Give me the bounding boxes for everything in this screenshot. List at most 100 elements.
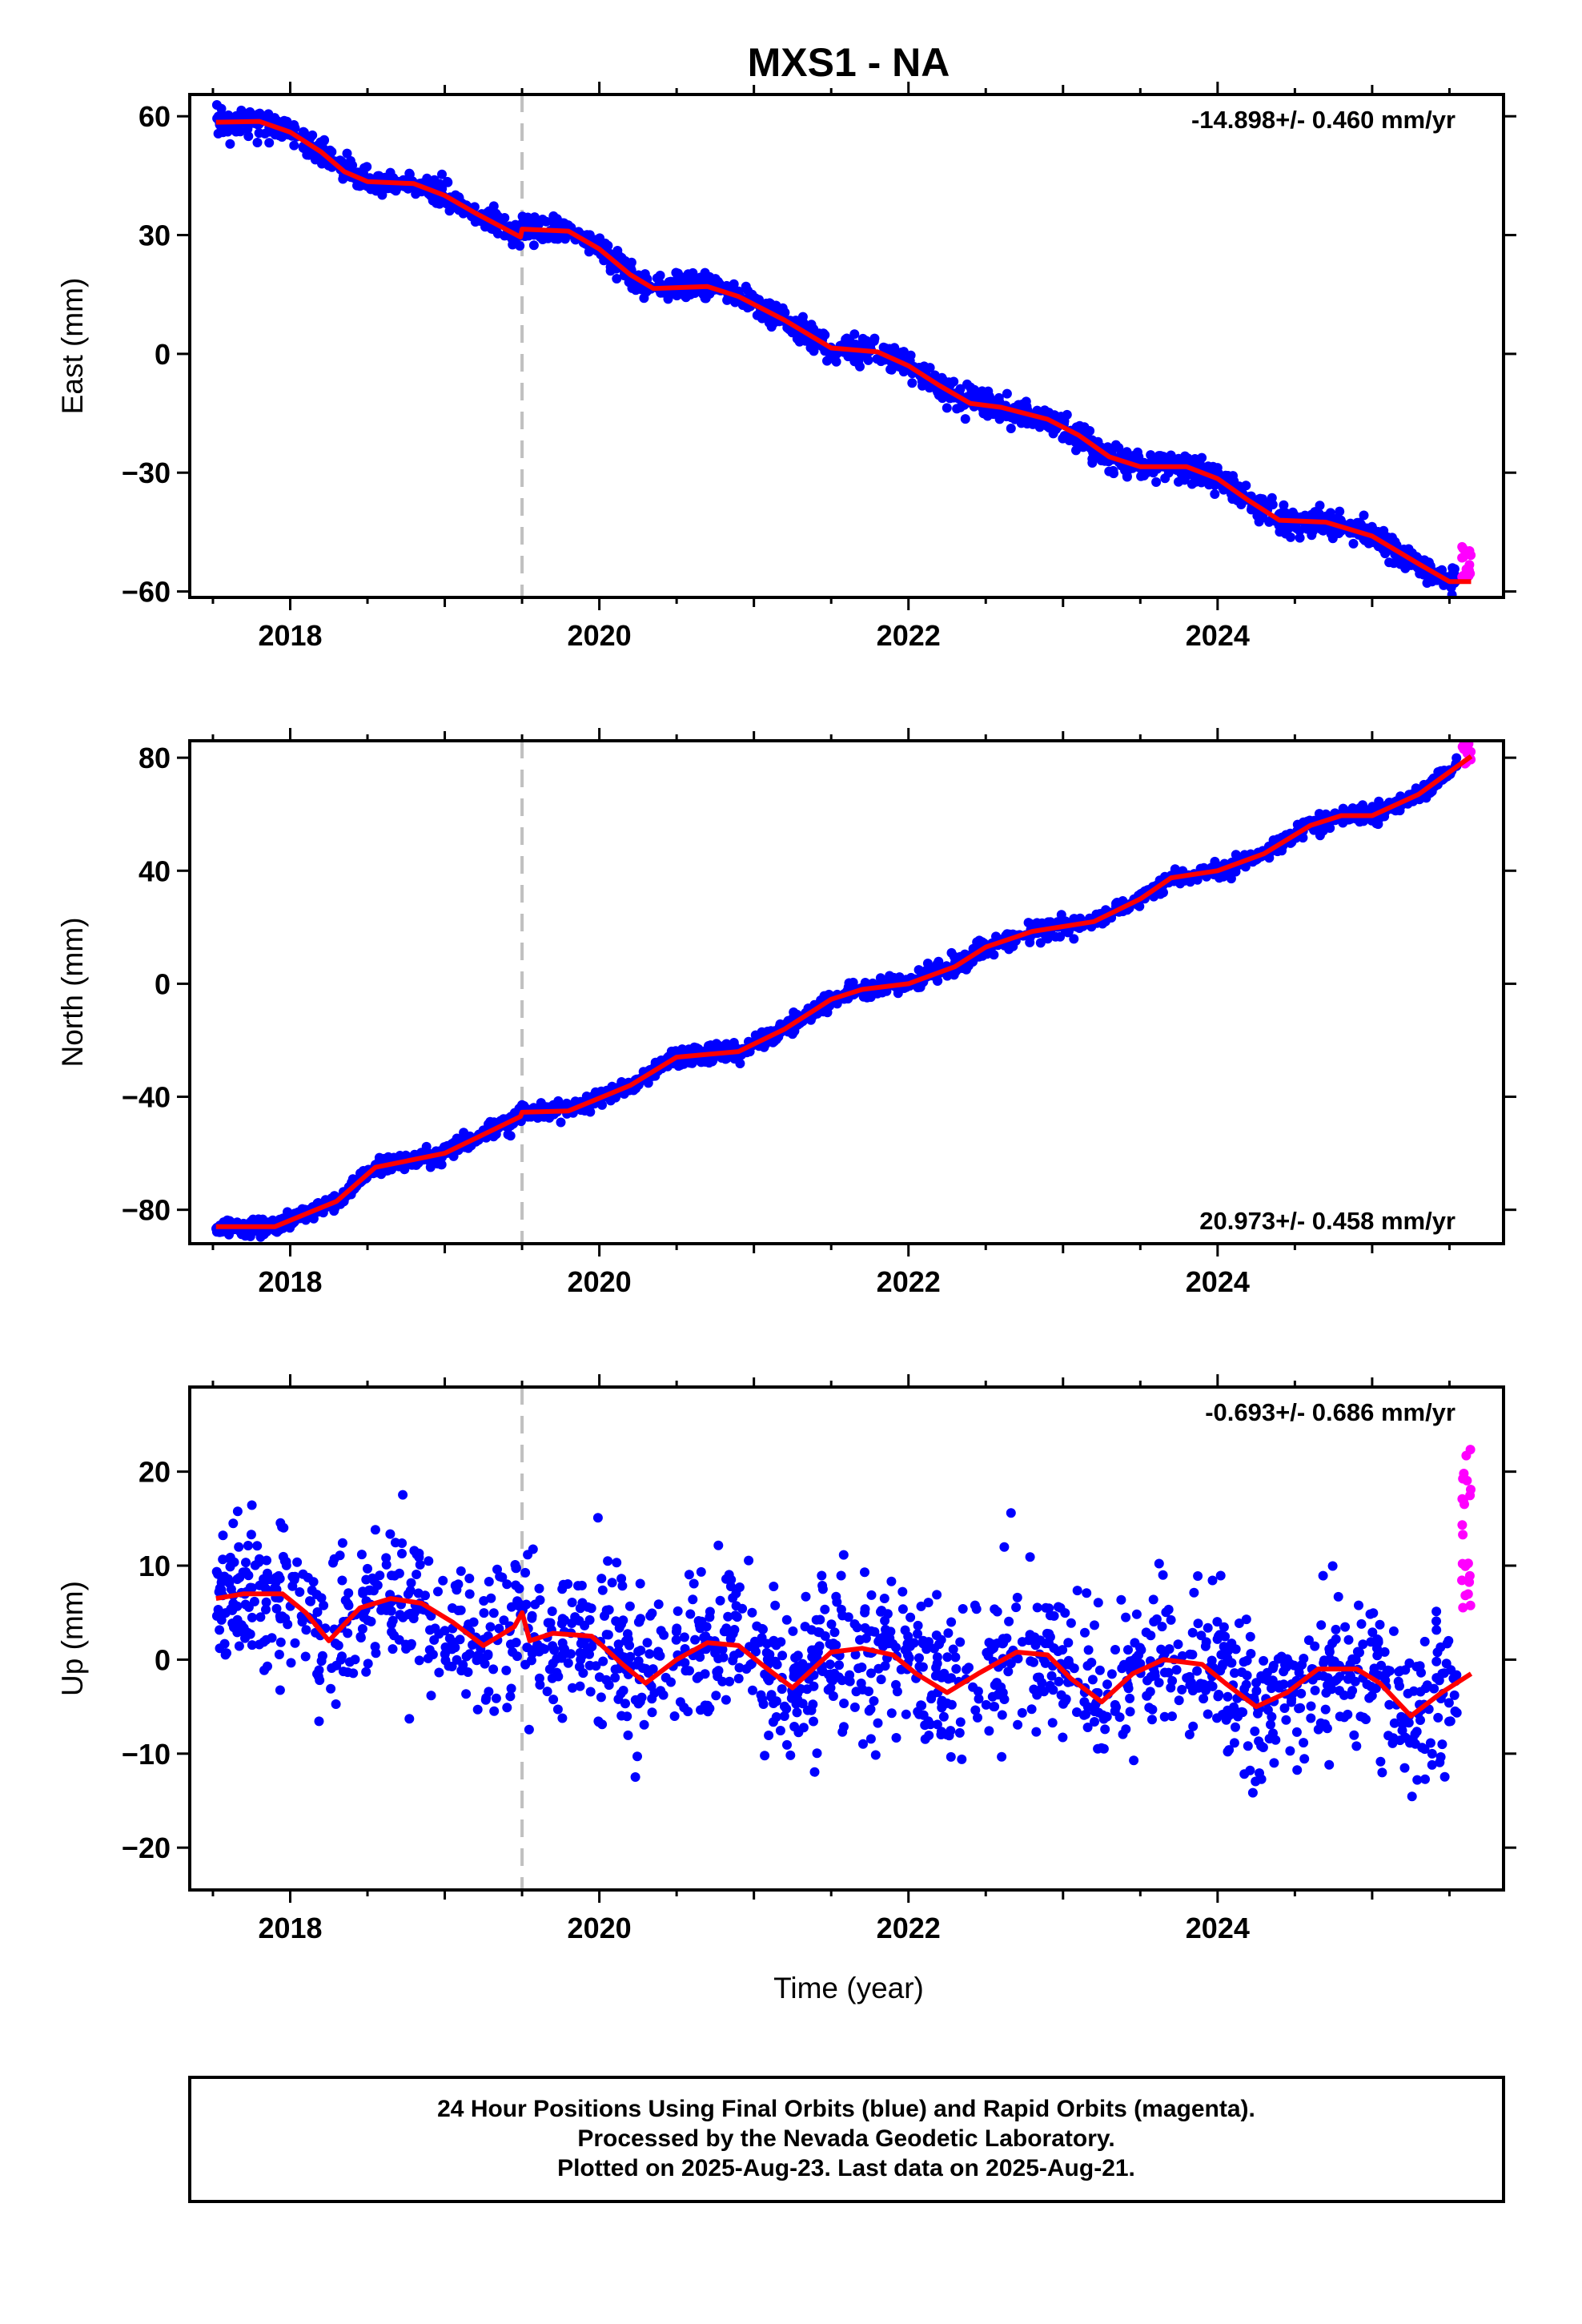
- final-point: [1151, 1614, 1162, 1624]
- final-point: [757, 1694, 767, 1704]
- final-point: [1242, 1671, 1252, 1681]
- final-point: [542, 1687, 552, 1697]
- final-point: [1188, 1721, 1199, 1731]
- final-point: [345, 155, 355, 166]
- final-point: [1295, 1703, 1306, 1713]
- final-point: [1226, 874, 1236, 884]
- final-point: [436, 1160, 447, 1170]
- final-point: [1362, 1679, 1372, 1690]
- final-point: [1375, 1619, 1385, 1630]
- final-point: [1437, 1739, 1447, 1750]
- final-point: [1060, 1608, 1070, 1618]
- final-point: [1420, 1774, 1430, 1784]
- plot-frame: [188, 93, 1505, 599]
- final-point: [943, 1628, 954, 1638]
- rapid-point: [1464, 546, 1475, 556]
- final-point: [636, 1645, 646, 1655]
- final-point: [344, 1657, 355, 1667]
- final-point: [960, 414, 970, 424]
- final-point: [534, 219, 544, 229]
- final-point: [1321, 1687, 1331, 1698]
- final-point: [1158, 1570, 1168, 1580]
- final-point: [1031, 1727, 1042, 1737]
- final-point: [1267, 1711, 1277, 1722]
- final-point: [381, 1553, 391, 1563]
- final-point: [1407, 1791, 1417, 1802]
- final-point: [243, 1602, 254, 1612]
- final-point: [283, 1619, 293, 1630]
- final-point: [1110, 440, 1121, 450]
- final-point: [858, 1739, 868, 1749]
- final-point: [1267, 1683, 1276, 1694]
- final-point: [946, 1617, 957, 1627]
- final-point: [792, 1707, 802, 1718]
- final-point: [913, 1629, 922, 1639]
- final-point: [1431, 1625, 1442, 1635]
- final-point: [1371, 1683, 1381, 1694]
- final-point: [1450, 1706, 1460, 1716]
- final-point: [1256, 1741, 1267, 1751]
- final-point: [255, 1554, 264, 1564]
- final-point: [1354, 1600, 1363, 1610]
- final-point: [1367, 1627, 1378, 1638]
- final-point: [369, 1576, 379, 1586]
- final-point: [301, 1215, 311, 1225]
- final-point: [1174, 1695, 1184, 1706]
- final-point: [869, 333, 880, 344]
- final-point: [616, 1574, 627, 1584]
- y-tick-label: 80: [139, 742, 171, 774]
- final-point: [797, 312, 808, 322]
- final-point: [1166, 1683, 1176, 1693]
- final-point: [936, 1730, 946, 1739]
- final-point: [1054, 1676, 1064, 1687]
- final-point: [1362, 523, 1372, 533]
- final-point: [613, 1639, 624, 1650]
- final-point: [723, 1611, 733, 1622]
- final-point: [1431, 1616, 1441, 1626]
- final-point: [1315, 830, 1325, 841]
- x-tick-label: 2022: [877, 1265, 941, 1298]
- final-point: [950, 1652, 961, 1663]
- final-point: [734, 1582, 745, 1592]
- final-point: [1379, 1647, 1390, 1657]
- final-point: [1316, 1620, 1327, 1630]
- final-point: [973, 1712, 982, 1723]
- final-point: [865, 1734, 876, 1744]
- final-point: [812, 1748, 822, 1759]
- final-point: [1325, 1654, 1335, 1664]
- final-point: [432, 198, 442, 208]
- final-point: [361, 1667, 371, 1677]
- y-tick-label: 30: [139, 219, 171, 252]
- final-point: [388, 1152, 399, 1163]
- final-point: [1372, 1651, 1383, 1661]
- final-point: [1411, 1662, 1422, 1672]
- final-point: [1441, 1659, 1452, 1669]
- final-point: [348, 1668, 359, 1679]
- final-point: [1223, 471, 1233, 480]
- final-point: [1314, 509, 1324, 519]
- final-point: [1058, 1645, 1068, 1655]
- final-point: [603, 1630, 613, 1640]
- final-point: [886, 1576, 897, 1586]
- final-point: [502, 1579, 512, 1590]
- final-point: [1196, 1630, 1207, 1641]
- final-point: [424, 1556, 434, 1566]
- final-point: [1069, 934, 1079, 944]
- x-tick-label: 2018: [258, 619, 322, 652]
- final-point: [305, 1596, 315, 1606]
- final-point: [1177, 1651, 1187, 1661]
- final-point: [597, 1100, 607, 1110]
- final-point: [1203, 477, 1214, 488]
- final-point: [1180, 451, 1191, 461]
- plot-area-up: [211, 1387, 1476, 1890]
- final-point: [636, 284, 646, 295]
- final-point: [292, 1557, 303, 1567]
- final-point: [951, 1664, 962, 1674]
- rate-annotation: -14.898+/- 0.460 mm/yr: [1191, 106, 1456, 134]
- final-point: [1011, 1602, 1022, 1613]
- final-point: [721, 1695, 731, 1705]
- final-point: [1006, 1508, 1016, 1518]
- final-point: [1335, 506, 1345, 517]
- final-point: [616, 1077, 627, 1087]
- final-point: [1427, 1759, 1437, 1770]
